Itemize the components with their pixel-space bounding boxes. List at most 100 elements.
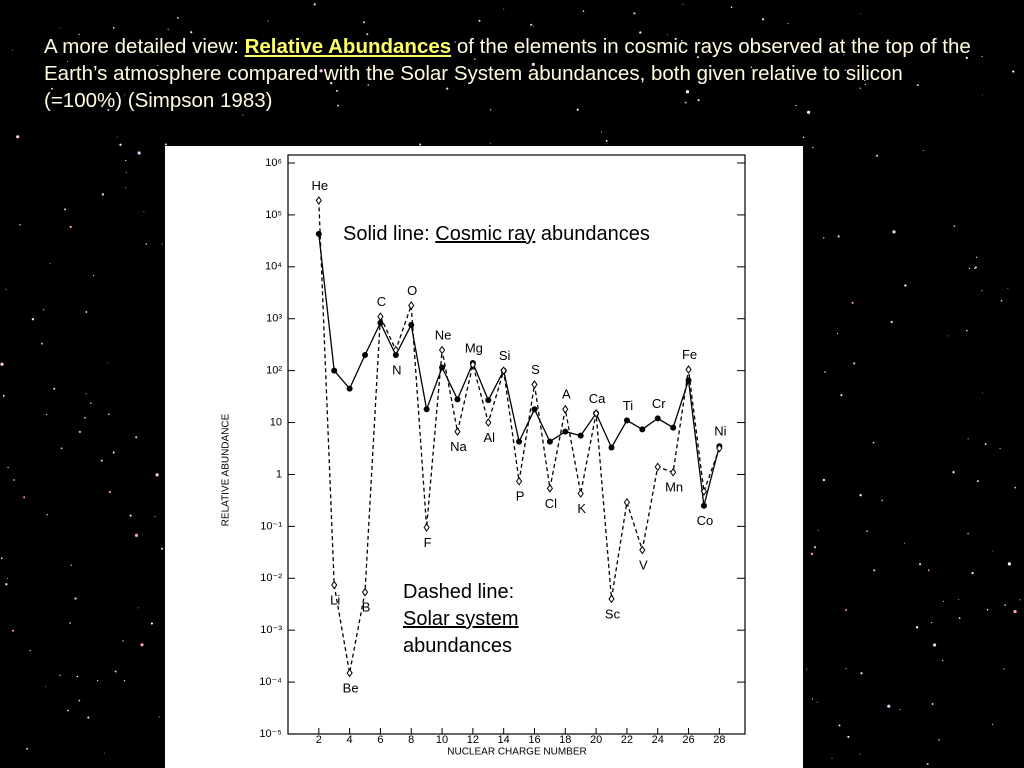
- solar-marker: [346, 668, 353, 678]
- star: [59, 674, 61, 676]
- star: [85, 393, 87, 395]
- star: [70, 564, 72, 566]
- star: [67, 709, 69, 712]
- star: [140, 643, 144, 647]
- element-label: B: [362, 600, 371, 615]
- star: [84, 416, 86, 419]
- plot-frame: [287, 154, 746, 735]
- cosmic-marker: [670, 424, 677, 431]
- title-text: A more detailed view:: [44, 35, 239, 58]
- star: [158, 716, 160, 718]
- y-tick-label: 10⁻⁴: [259, 676, 282, 688]
- star: [953, 225, 956, 227]
- star: [682, 3, 684, 5]
- star: [967, 532, 969, 535]
- y-tick-label: 10⁵: [265, 209, 282, 221]
- solar-marker: [670, 467, 677, 477]
- cosmic-marker: [392, 352, 399, 359]
- star: [600, 131, 603, 133]
- star: [975, 256, 978, 258]
- star: [926, 762, 929, 766]
- star: [0, 362, 4, 366]
- x-tick-label: 14: [498, 734, 510, 746]
- cosmic-marker: [608, 444, 615, 451]
- element-label: N: [392, 362, 401, 377]
- star: [958, 617, 961, 619]
- y-tick-label: 1: [276, 468, 282, 480]
- star: [981, 55, 983, 58]
- cosmic-marker: [516, 438, 523, 445]
- star: [582, 10, 585, 12]
- star: [352, 55, 354, 58]
- x-tick-label: 6: [377, 734, 383, 746]
- solar-marker: [608, 594, 615, 604]
- star: [78, 33, 80, 36]
- star: [933, 643, 937, 647]
- star: [125, 171, 127, 173]
- star: [124, 187, 126, 189]
- star: [992, 550, 994, 552]
- star: [64, 208, 67, 211]
- star: [838, 724, 841, 727]
- star: [605, 139, 608, 142]
- star: [915, 626, 919, 629]
- star: [918, 563, 922, 566]
- star: [67, 61, 69, 62]
- star: [750, 66, 753, 68]
- cosmic-marker: [654, 415, 661, 422]
- star: [2, 394, 5, 397]
- star: [533, 25, 535, 27]
- star: [892, 230, 896, 234]
- element-label: P: [516, 489, 525, 504]
- solar-marker: [623, 498, 631, 507]
- star: [265, 94, 267, 96]
- star: [824, 371, 826, 373]
- element-label: Cr: [652, 396, 666, 411]
- star: [965, 56, 968, 60]
- element-label: Na: [450, 439, 467, 454]
- y-tick-label: 10⁻⁵: [259, 728, 282, 740]
- star: [1014, 486, 1017, 489]
- star: [267, 20, 269, 22]
- element-label: Ti: [623, 398, 633, 413]
- star: [335, 89, 338, 92]
- star: [966, 329, 968, 332]
- star: [5, 288, 7, 290]
- y-tick-label: 10: [270, 416, 282, 428]
- star: [844, 69, 847, 71]
- star: [831, 757, 833, 759]
- star: [167, 28, 169, 30]
- star: [87, 716, 90, 719]
- star: [1003, 668, 1005, 670]
- star: [866, 530, 868, 532]
- star: [1012, 70, 1015, 73]
- x-tick-label: 22: [621, 734, 633, 746]
- star: [697, 98, 700, 102]
- element-label: He: [311, 178, 328, 193]
- x-tick-label: 24: [652, 734, 664, 746]
- legend-solid: Solid line: Cosmic ray abundances: [343, 221, 650, 248]
- x-tick-label: 8: [408, 734, 414, 746]
- cosmic-marker: [346, 385, 353, 392]
- element-label: Mg: [465, 340, 483, 355]
- solar-marker: [408, 301, 415, 310]
- x-tick-label: 12: [467, 734, 479, 746]
- solar-marker: [500, 366, 507, 375]
- star: [903, 542, 905, 544]
- star: [851, 301, 854, 304]
- star: [982, 94, 983, 96]
- element-label: F: [424, 535, 432, 550]
- star: [190, 31, 193, 34]
- star: [49, 263, 51, 265]
- star: [337, 104, 339, 107]
- star: [817, 529, 819, 531]
- star: [930, 621, 933, 624]
- slide-title: A more detailed view: Relative Abundance…: [44, 33, 974, 114]
- star: [503, 8, 505, 10]
- star: [0, 557, 3, 559]
- star: [106, 362, 108, 364]
- star: [822, 237, 825, 239]
- x-tick-label: 20: [590, 734, 602, 746]
- star: [7, 466, 9, 469]
